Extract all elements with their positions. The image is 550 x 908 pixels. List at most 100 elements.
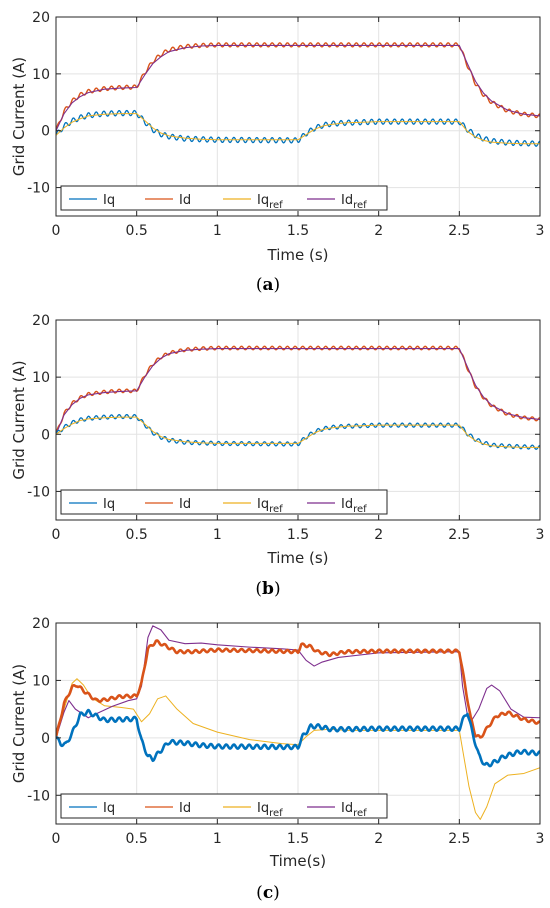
chart-b-xtick-label-6: 3 (536, 527, 545, 543)
chart-a-legend-label-Iq: Iq (103, 193, 115, 208)
chart-a-legend-text-Id: Id (179, 193, 191, 208)
chart-c-legend-label-Iq: Iq (103, 801, 115, 816)
chart-b-ytick-label-1: 0 (41, 427, 50, 443)
chart-a-ytick-label-3: 20 (32, 10, 50, 26)
chart-a-series-Iqref (56, 113, 540, 145)
chart-b-legend-sub-Idref: ref (353, 504, 367, 515)
chart-c-xtick-label-5: 2.5 (448, 831, 470, 847)
chart-c-xtick-label-6: 3 (536, 831, 545, 847)
chart-a-xtick-label-3: 1.5 (287, 223, 309, 239)
chart-c-caption: (c) (256, 883, 280, 903)
chart-a-legend-label-Iqref: Iqref (257, 193, 283, 211)
chart-c-xtick-label-3: 1.5 (287, 831, 309, 847)
chart-c-series-Idref (56, 625, 540, 739)
chart-a-legend-text-Iq: Iq (103, 193, 115, 208)
chart-a-ytick-label-2: 10 (32, 67, 50, 83)
chart-a-xtick-label-6: 3 (536, 223, 545, 239)
chart-c-legend-text-Iq: Iq (103, 801, 115, 816)
chart-a-legend: Iq Id Iqref Idref (60, 185, 388, 211)
chart-b-xtick-label-3: 1.5 (287, 527, 309, 543)
chart-b-caption: (b) (255, 579, 280, 599)
chart-b-caption-part-1: b (262, 579, 274, 599)
chart-a-legend-text-Idref: Id (341, 193, 353, 208)
chart-c-xlabel: Time(s) (269, 852, 326, 870)
chart-c-legend-box (60, 793, 388, 819)
chart-b-series-group (56, 345, 540, 450)
chart-a-legend-label-Idref: Idref (341, 193, 367, 211)
chart-c-ytick-label-2: 10 (32, 673, 50, 689)
chart-b-series-Iqref (56, 416, 540, 448)
chart-c-series-Iq (56, 708, 540, 768)
chart-a-legend-text-Iqref: Iq (257, 193, 269, 208)
chart-c-legend-label-Id: Id (179, 801, 191, 816)
chart-c-legend-text-Id: Id (179, 801, 191, 816)
chart-a-ytick-label-0: -10 (27, 181, 50, 197)
chart-b-xtick-label-0: 0 (52, 527, 61, 543)
chart-a-ylabel: Grid Current (A) (10, 57, 28, 176)
chart-b-legend-label-Id: Id (179, 497, 191, 512)
chart-panel-a: 0 0.5 1 1.5 2 2.5 3 -10 0 10 20 Time (s) Grid Curren… (10, 10, 544, 295)
chart-b-caption-part-2: ) (274, 579, 281, 599)
chart-a-legend-sub-Iqref: ref (269, 200, 283, 211)
chart-a-caption-part-2: ) (274, 275, 281, 295)
chart-c-xtick-label-2: 1 (213, 831, 222, 847)
chart-a-xtick-label-5: 2.5 (448, 223, 470, 239)
chart-c-ytick-label-3: 20 (32, 616, 50, 632)
chart-c-legend-text-Iqref: Iq (257, 801, 269, 816)
chart-a-ytick-label-1: 0 (41, 124, 50, 140)
chart-b-ytick-label-2: 10 (32, 370, 50, 386)
chart-b-caption-part-0: ( (255, 579, 262, 599)
chart-a-series-Idref (56, 44, 540, 131)
chart-c-legend-text-Idref: Id (341, 801, 353, 816)
chart-a-xtick-label-0: 0 (52, 223, 61, 239)
chart-c-ytick-label-0: -10 (27, 788, 50, 804)
chart-b-legend-text-Idref: Id (341, 497, 353, 512)
chart-c-legend-sub-Iqref: ref (269, 808, 283, 819)
chart-b-xtick-label-4: 2 (374, 527, 383, 543)
chart-b-ytick-label-3: 20 (32, 313, 50, 329)
chart-panel-b: 0 0.5 1 1.5 2 2.5 3 -10 0 10 20 Time (s) Grid Curren… (10, 313, 544, 599)
chart-b-legend-text-Iq: Iq (103, 497, 115, 512)
chart-b-legend-label-Iqref: Iqref (257, 497, 283, 515)
chart-c-legend-label-Idref: Idref (341, 801, 367, 819)
chart-c-caption-part-0: ( (256, 883, 263, 903)
chart-b-xtick-label-2: 1 (213, 527, 222, 543)
chart-b-legend-label-Iq: Iq (103, 497, 115, 512)
chart-b-ytick-label-0: -10 (27, 484, 50, 500)
chart-b-legend-label-Idref: Idref (341, 497, 367, 515)
chart-c-xtick-label-1: 0.5 (126, 831, 148, 847)
chart-a-legend-box (60, 185, 388, 211)
chart-b-legend-box (60, 489, 388, 515)
chart-c-legend-sub-Idref: ref (353, 808, 367, 819)
chart-b-ylabel: Grid Current (A) (10, 360, 28, 479)
chart-b-legend-text-Id: Id (179, 497, 191, 512)
chart-c-series-group (56, 625, 540, 820)
chart-c-ylabel: Grid Current (A) (10, 664, 28, 783)
chart-a-caption-part-0: ( (256, 275, 263, 295)
chart-a-xtick-label-4: 2 (374, 223, 383, 239)
chart-c-xtick-label-0: 0 (52, 831, 61, 847)
chart-b-legend: Iq Id Iqref Idref (60, 489, 388, 515)
chart-b-series-Idref (56, 348, 540, 435)
chart-c-legend-label-Iqref: Iqref (257, 801, 283, 819)
chart-c-legend: Iq Id Iqref Idref (60, 793, 388, 819)
chart-c-ytick-label-1: 0 (41, 731, 50, 747)
chart-a-xlabel: Time (s) (267, 246, 329, 264)
chart-panel-c: 0 0.5 1 1.5 2 2.5 3 -10 0 10 20 Time(s) Grid Current… (10, 616, 544, 903)
chart-a-caption-part-1: a (262, 275, 273, 295)
chart-b-legend-text-Iqref: Iq (257, 497, 269, 512)
chart-a-xtick-label-2: 1 (213, 223, 222, 239)
chart-a-caption: (a) (256, 275, 280, 295)
chart-c-series-Id (56, 639, 540, 739)
chart-b-xtick-label-1: 0.5 (126, 527, 148, 543)
chart-c-xtick-label-4: 2 (374, 831, 383, 847)
chart-a-xtick-label-1: 0.5 (126, 223, 148, 239)
chart-b-legend-sub-Iqref: ref (269, 504, 283, 515)
chart-a-legend-sub-Idref: ref (353, 200, 367, 211)
chart-c-caption-part-2: ) (273, 883, 280, 903)
chart-b-xtick-label-5: 2.5 (448, 527, 470, 543)
chart-b-xlabel: Time (s) (267, 549, 329, 567)
chart-a-legend-label-Id: Id (179, 193, 191, 208)
chart-a-series-group (56, 42, 540, 147)
